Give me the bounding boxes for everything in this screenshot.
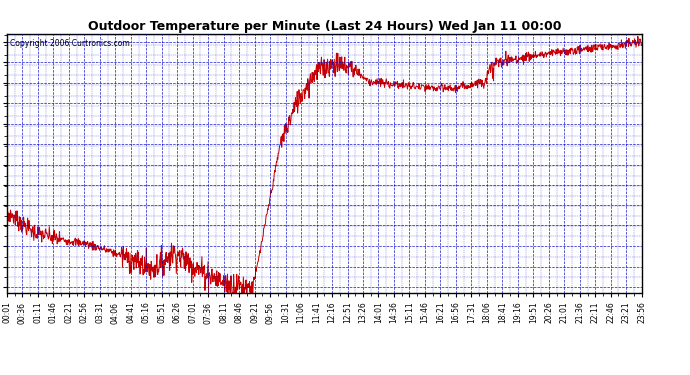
Text: Copyright 2006 Curtronics.com: Copyright 2006 Curtronics.com — [10, 39, 130, 48]
Title: Outdoor Temperature per Minute (Last 24 Hours) Wed Jan 11 00:00: Outdoor Temperature per Minute (Last 24 … — [88, 20, 561, 33]
